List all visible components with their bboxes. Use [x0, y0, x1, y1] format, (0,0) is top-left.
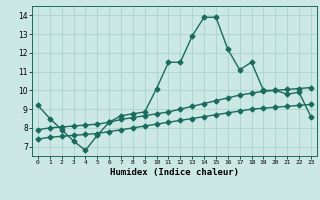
X-axis label: Humidex (Indice chaleur): Humidex (Indice chaleur) [110, 168, 239, 177]
